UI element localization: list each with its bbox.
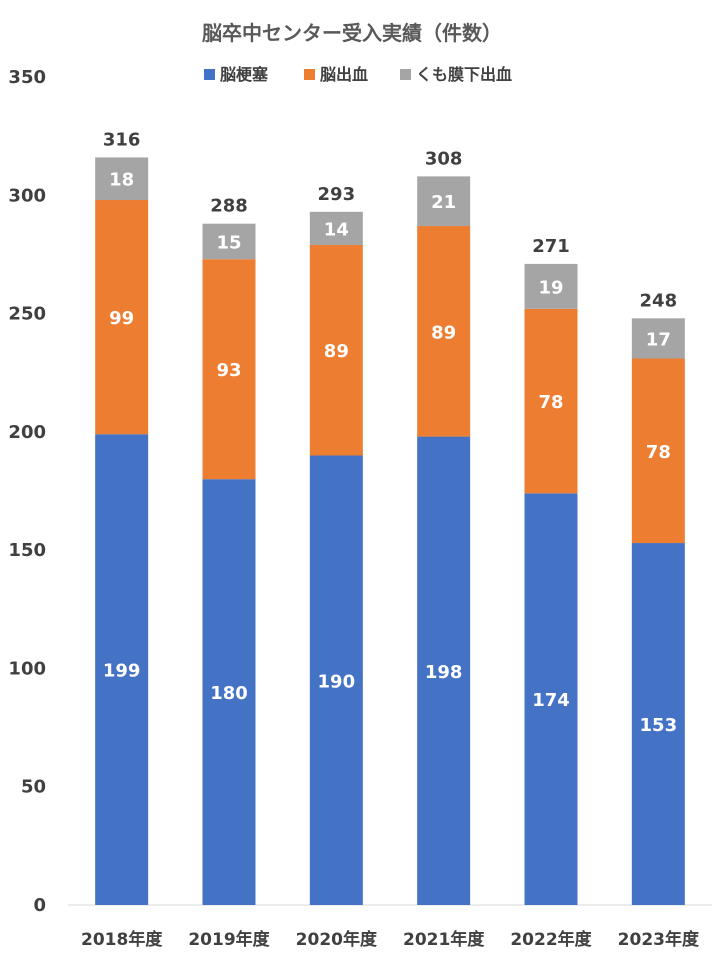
bar-segment bbox=[309, 211, 363, 245]
data-label: 78 bbox=[646, 442, 671, 463]
x-tick-label: 2021年度 bbox=[403, 929, 485, 950]
bars: 199 99 18 316 180 93 15 288 190 89 14 293 198 89 21 308… bbox=[95, 129, 685, 905]
bar-segment bbox=[417, 226, 471, 437]
data-label: 78 bbox=[538, 392, 563, 413]
bar-segment bbox=[524, 263, 578, 309]
data-label: 14 bbox=[324, 219, 349, 240]
legend-swatch bbox=[400, 69, 411, 80]
data-label: 17 bbox=[646, 329, 671, 350]
y-tick-label: 0 bbox=[33, 895, 46, 916]
data-label: 99 bbox=[109, 308, 134, 329]
bar-segment bbox=[95, 157, 149, 201]
legend-label: 脳出血 bbox=[320, 65, 368, 84]
data-label: 190 bbox=[318, 671, 356, 692]
data-label: 93 bbox=[216, 360, 241, 381]
total-label: 293 bbox=[318, 184, 356, 205]
data-label: 199 bbox=[103, 661, 141, 682]
bar-segment bbox=[631, 358, 685, 544]
x-tick-label: 2023年度 bbox=[618, 929, 700, 950]
x-tick-label: 2022年度 bbox=[510, 929, 592, 950]
data-label: 153 bbox=[640, 715, 678, 736]
y-tick-label: 100 bbox=[8, 658, 46, 679]
total-label: 288 bbox=[210, 196, 248, 217]
x-axis: 2018年度 2019年度 2020年度 2021年度 2022年度 2023年度 bbox=[81, 929, 700, 950]
y-tick-label: 250 bbox=[8, 304, 46, 325]
y-axis: 0 50 100 150 200 250 300 350 bbox=[8, 67, 712, 916]
legend: 脳梗塞 脳出血 くも膜下出血 bbox=[204, 65, 512, 84]
bar-segment bbox=[417, 176, 471, 227]
total-label: 248 bbox=[640, 290, 678, 311]
data-label: 198 bbox=[425, 662, 463, 683]
bar-segment bbox=[309, 455, 363, 905]
bar-segment bbox=[309, 244, 363, 456]
x-tick-label: 2019年度 bbox=[188, 929, 270, 950]
data-label: 174 bbox=[532, 690, 570, 711]
bar-segment bbox=[524, 308, 578, 494]
data-label: 89 bbox=[431, 322, 456, 343]
total-label: 316 bbox=[103, 129, 141, 150]
y-tick-label: 350 bbox=[8, 67, 46, 88]
data-label: 89 bbox=[324, 341, 349, 362]
legend-label: 脳梗塞 bbox=[220, 65, 269, 84]
data-label: 15 bbox=[216, 232, 241, 253]
bar-segment bbox=[202, 479, 256, 905]
y-tick-label: 150 bbox=[8, 540, 46, 561]
legend-swatch bbox=[204, 69, 215, 80]
y-tick-label: 200 bbox=[8, 422, 46, 443]
data-label: 180 bbox=[210, 683, 248, 704]
total-label: 271 bbox=[532, 236, 570, 257]
bar-segment bbox=[631, 318, 685, 359]
bar-segment bbox=[95, 434, 149, 905]
y-tick-label: 300 bbox=[8, 185, 46, 206]
bar-segment bbox=[202, 223, 256, 260]
data-label: 18 bbox=[109, 170, 134, 191]
y-tick-label: 50 bbox=[21, 777, 46, 798]
data-label: 19 bbox=[538, 277, 563, 298]
bar-segment bbox=[524, 493, 578, 905]
legend-label: くも膜下出血 bbox=[416, 65, 512, 84]
bar-segment bbox=[95, 200, 149, 435]
x-tick-label: 2020年度 bbox=[296, 929, 378, 950]
bar-segment bbox=[202, 259, 256, 480]
bar-segment bbox=[417, 436, 471, 905]
bar-segment bbox=[631, 543, 685, 905]
chart-title: 脳卒中センター受入実績（件数） bbox=[201, 21, 502, 45]
total-label: 308 bbox=[425, 148, 463, 169]
x-tick-label: 2018年度 bbox=[81, 929, 163, 950]
data-label: 21 bbox=[431, 192, 456, 213]
legend-swatch bbox=[304, 69, 315, 80]
